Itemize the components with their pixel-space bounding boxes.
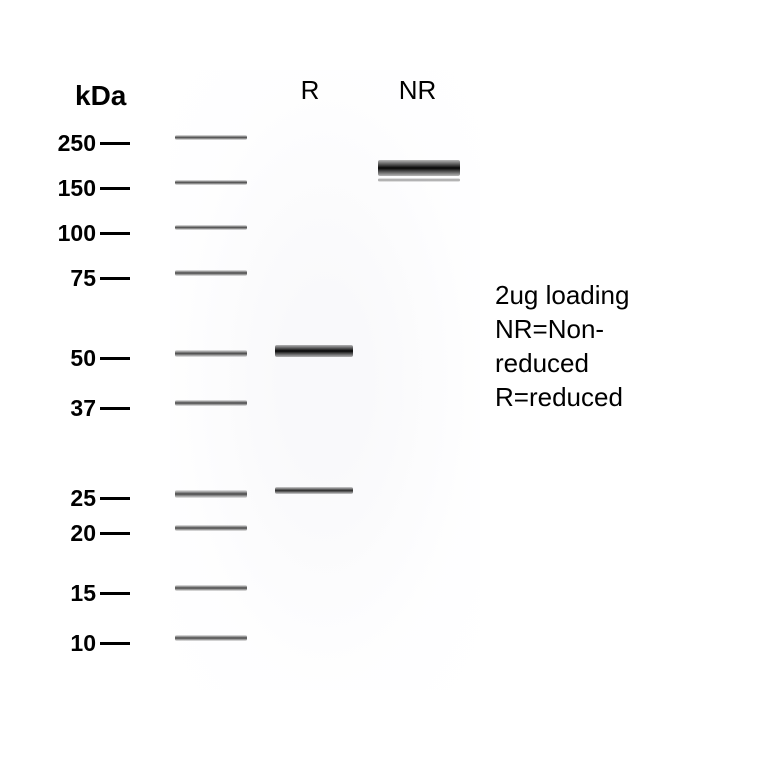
mw-tick <box>100 187 130 190</box>
ladder-band <box>175 180 247 185</box>
mw-value: 75 <box>48 265 96 292</box>
mw-tick <box>100 497 130 500</box>
mw-marker-37: 37 <box>48 395 130 422</box>
legend-line-4: R=reduced <box>495 382 623 413</box>
mw-value: 37 <box>48 395 96 422</box>
mw-value: 100 <box>48 220 96 247</box>
mw-tick <box>100 277 130 280</box>
legend-line-2: NR=Non- <box>495 314 604 345</box>
reduced-band-heavy-chain <box>275 345 353 357</box>
ladder-band <box>175 270 247 276</box>
mw-marker-15: 15 <box>48 580 130 607</box>
mw-tick <box>100 357 130 360</box>
mw-value: 10 <box>48 630 96 657</box>
lane-label-reduced: R <box>295 75 325 106</box>
ladder-band <box>175 490 247 498</box>
reduced-band-light-chain <box>275 487 353 494</box>
mw-value: 250 <box>48 130 96 157</box>
nonreduced-band-intact <box>378 160 460 176</box>
mw-value: 50 <box>48 345 96 372</box>
lane-label-nonreduced: NR <box>395 75 440 106</box>
mw-marker-250: 250 <box>48 130 130 157</box>
mw-marker-75: 75 <box>48 265 130 292</box>
mw-tick <box>100 407 130 410</box>
legend-line-1: 2ug loading <box>495 280 629 311</box>
mw-value: 20 <box>48 520 96 547</box>
mw-marker-50: 50 <box>48 345 130 372</box>
mw-value: 15 <box>48 580 96 607</box>
mw-tick <box>100 642 130 645</box>
ladder-band <box>175 350 247 357</box>
y-axis-title: kDa <box>75 80 126 112</box>
ladder-band <box>175 225 247 230</box>
nonreduced-band-shadow <box>378 178 460 182</box>
ladder-band <box>175 635 247 641</box>
mw-marker-100: 100 <box>48 220 130 247</box>
mw-tick <box>100 232 130 235</box>
mw-marker-20: 20 <box>48 520 130 547</box>
mw-value: 150 <box>48 175 96 202</box>
legend-line-3: reduced <box>495 348 589 379</box>
mw-tick <box>100 532 130 535</box>
ladder-band <box>175 585 247 591</box>
mw-marker-10: 10 <box>48 630 130 657</box>
mw-tick <box>100 142 130 145</box>
mw-marker-150: 150 <box>48 175 130 202</box>
mw-marker-25: 25 <box>48 485 130 512</box>
ladder-band <box>175 525 247 531</box>
mw-value: 25 <box>48 485 96 512</box>
ladder-band <box>175 400 247 406</box>
mw-tick <box>100 592 130 595</box>
ladder-band <box>175 135 247 140</box>
